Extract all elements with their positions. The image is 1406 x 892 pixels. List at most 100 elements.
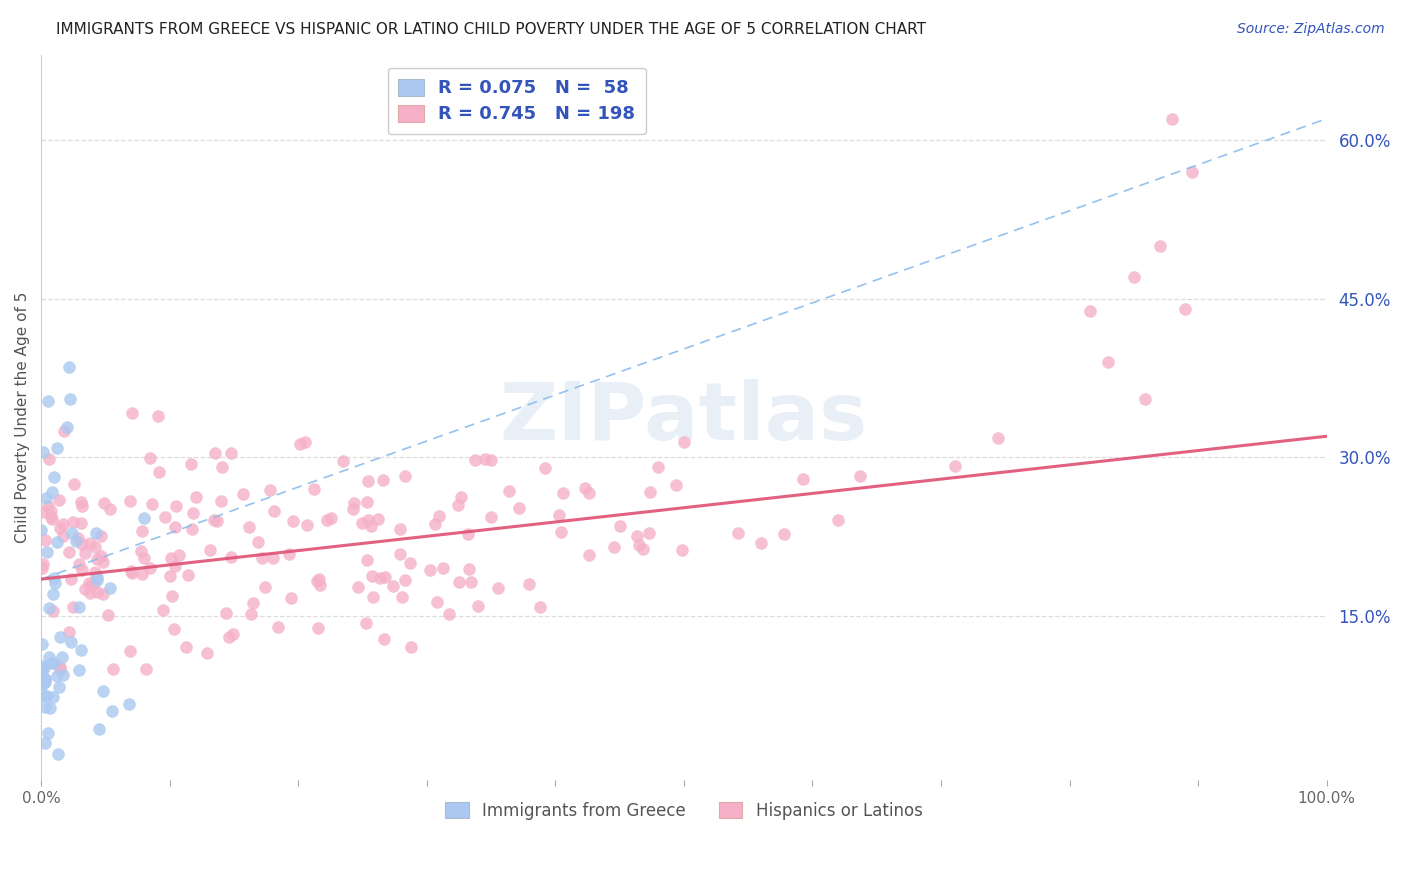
Point bbox=[38, 452, 60, 467]
Point bbox=[1181, 164, 1204, 178]
Point bbox=[578, 485, 600, 500]
Text: ZIPatlas: ZIPatlas bbox=[499, 379, 868, 457]
Point bbox=[308, 572, 330, 586]
Point bbox=[479, 509, 502, 524]
Point bbox=[159, 550, 181, 565]
Point bbox=[73, 545, 96, 559]
Y-axis label: Child Poverty Under the Age of 5: Child Poverty Under the Age of 5 bbox=[15, 292, 30, 543]
Point bbox=[163, 520, 186, 534]
Point bbox=[70, 516, 93, 531]
Legend: Immigrants from Greece, Hispanics or Latinos: Immigrants from Greece, Hispanics or Lat… bbox=[439, 795, 929, 826]
Point bbox=[1097, 355, 1119, 369]
Point bbox=[49, 660, 72, 674]
Point bbox=[295, 518, 318, 533]
Point bbox=[309, 578, 332, 592]
Point bbox=[62, 515, 84, 529]
Point bbox=[180, 457, 202, 471]
Point bbox=[1078, 303, 1101, 318]
Point bbox=[34, 533, 56, 547]
Point bbox=[52, 529, 75, 543]
Point bbox=[529, 600, 551, 615]
Point bbox=[425, 595, 447, 609]
Point bbox=[41, 656, 63, 670]
Point bbox=[671, 542, 693, 557]
Point bbox=[749, 535, 772, 549]
Point bbox=[307, 621, 329, 635]
Point bbox=[31, 637, 53, 651]
Point bbox=[302, 482, 325, 496]
Point bbox=[131, 566, 153, 581]
Point bbox=[31, 675, 53, 690]
Point bbox=[56, 419, 79, 434]
Point bbox=[41, 485, 63, 500]
Point bbox=[35, 545, 58, 559]
Point bbox=[67, 600, 90, 615]
Point bbox=[48, 680, 70, 694]
Point bbox=[498, 483, 520, 498]
Point bbox=[60, 572, 83, 586]
Point bbox=[360, 518, 382, 533]
Text: Source: ZipAtlas.com: Source: ZipAtlas.com bbox=[1237, 22, 1385, 37]
Point bbox=[37, 689, 59, 703]
Point bbox=[59, 634, 82, 648]
Point bbox=[218, 631, 240, 645]
Point bbox=[394, 574, 416, 588]
Point bbox=[84, 526, 107, 541]
Point bbox=[41, 690, 63, 704]
Point bbox=[204, 446, 226, 460]
Point bbox=[86, 552, 108, 566]
Point bbox=[65, 534, 87, 549]
Point bbox=[457, 526, 479, 541]
Point bbox=[58, 545, 80, 559]
Point bbox=[394, 469, 416, 483]
Point bbox=[186, 490, 208, 504]
Point bbox=[288, 437, 311, 451]
Point bbox=[60, 526, 83, 541]
Point bbox=[131, 524, 153, 538]
Point bbox=[517, 577, 540, 591]
Point bbox=[79, 536, 101, 550]
Point bbox=[1122, 270, 1144, 285]
Point bbox=[631, 542, 654, 557]
Point bbox=[307, 574, 329, 588]
Point bbox=[31, 677, 53, 691]
Point bbox=[42, 571, 65, 585]
Point bbox=[135, 662, 157, 676]
Point bbox=[371, 473, 394, 487]
Point bbox=[319, 510, 342, 524]
Point bbox=[79, 585, 101, 599]
Point bbox=[165, 499, 187, 513]
Point bbox=[52, 517, 75, 532]
Point bbox=[240, 607, 263, 621]
Point bbox=[673, 434, 696, 449]
Point bbox=[91, 586, 114, 600]
Point bbox=[58, 360, 80, 375]
Point bbox=[202, 513, 225, 527]
Point bbox=[242, 596, 264, 610]
Point bbox=[943, 458, 966, 473]
Point bbox=[131, 544, 153, 558]
Point bbox=[628, 538, 651, 552]
Point bbox=[254, 580, 277, 594]
Point bbox=[167, 548, 190, 562]
Point bbox=[195, 646, 218, 660]
Point bbox=[1149, 238, 1171, 252]
Point bbox=[91, 684, 114, 698]
Point bbox=[486, 581, 509, 595]
Point bbox=[343, 496, 366, 510]
Point bbox=[578, 549, 600, 563]
Point bbox=[30, 524, 52, 538]
Point bbox=[121, 406, 143, 420]
Point bbox=[31, 558, 53, 572]
Point bbox=[354, 615, 377, 630]
Point bbox=[357, 513, 380, 527]
Point bbox=[120, 564, 142, 578]
Point bbox=[48, 493, 70, 508]
Point bbox=[31, 688, 53, 702]
Point bbox=[34, 673, 56, 687]
Point bbox=[425, 517, 447, 532]
Point bbox=[215, 607, 238, 621]
Point bbox=[35, 491, 58, 505]
Point bbox=[101, 705, 124, 719]
Point bbox=[118, 698, 141, 712]
